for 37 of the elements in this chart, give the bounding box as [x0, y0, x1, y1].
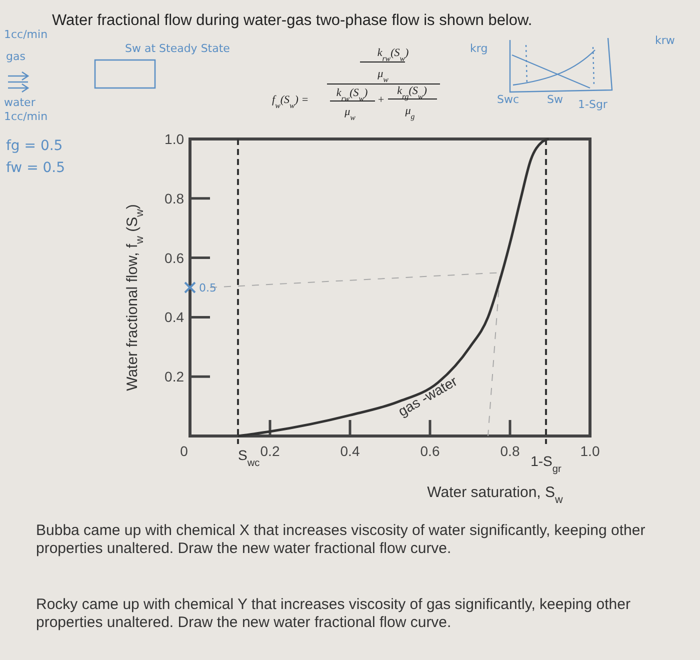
x-axis-title: Water saturation, S$_{w}$ — [427, 484, 564, 506]
text: k$_{rw}$(S$_{w}$) — [377, 47, 410, 62]
text: μ$_{g}$ — [404, 105, 415, 120]
text: Swc — [497, 93, 520, 106]
y-tick-label: 0.6 — [164, 250, 184, 266]
text: gas -water — [395, 372, 460, 420]
text: 1cc/min — [4, 28, 48, 41]
annotation: 0.5 — [199, 282, 216, 294]
text: 1cc/min — [4, 110, 48, 123]
text: water — [4, 96, 36, 109]
text: 1-Sgr — [578, 98, 608, 111]
x-tick-label: 0.4 — [340, 443, 360, 459]
x-tick-label: 0.2 — [260, 443, 280, 459]
text: + — [377, 94, 385, 106]
y-tick-label: 0.8 — [164, 190, 184, 206]
y-tick-label: 0.2 — [164, 368, 184, 385]
text: μ$_{w}$ — [376, 68, 390, 84]
text: f$_{w}$(S$_{w}$) = — [272, 94, 309, 110]
text: fg = 0.5 — [6, 138, 63, 154]
y-tick-label: 0.4 — [164, 309, 184, 326]
text: krg — [470, 42, 488, 55]
text: fw = 0.5 — [6, 160, 66, 176]
ref-line-label: S$_{wc}$ — [238, 447, 260, 468]
x-tick-label: 1.0 — [580, 443, 600, 459]
x-tick-label: 0.6 — [420, 443, 440, 459]
y-tick-label: 1.0 — [164, 131, 184, 147]
x-tick-label: 0.8 — [500, 443, 520, 459]
text: Bubba came up with chemical X that increases viscosity of water significantly, keeping other properties unaltered. Draw the new water fractional flow curve. — [36, 522, 646, 558]
chart-title: Water fractional flow during water-gas two-phase flow is shown below. — [52, 12, 532, 29]
text: krw — [655, 34, 675, 47]
text: gas — [6, 50, 26, 63]
text: Sw — [547, 93, 563, 106]
text: μ$_{w}$ — [344, 106, 356, 122]
text: Sw at Steady State — [125, 42, 230, 55]
text: Rocky came up with chemical Y that increases viscosity of gas significantly, keeping other properties unaltered. Draw the new water fractional flow curve. — [36, 596, 632, 632]
x-tick-label: 0 — [180, 443, 188, 459]
ref-line-label: 1-S$_{gr}$ — [530, 453, 562, 474]
